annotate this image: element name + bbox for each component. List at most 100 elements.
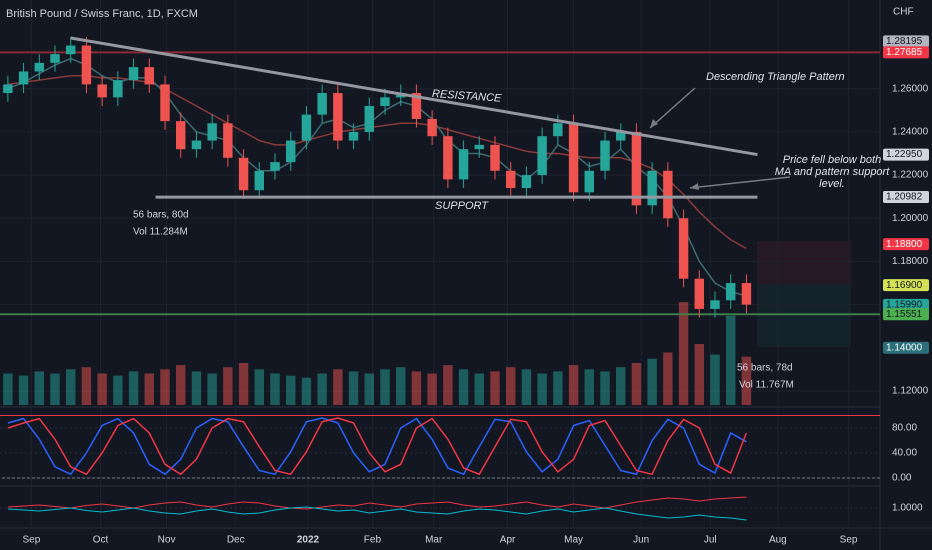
x-tick-label: Jun (633, 535, 649, 546)
candle-body (506, 170, 516, 189)
x-tick-label: May (564, 535, 583, 546)
volume-bar (710, 354, 720, 405)
volume-bar (741, 356, 752, 405)
candle-body (113, 80, 123, 98)
volume-bar (568, 365, 579, 405)
volume-bar (50, 373, 60, 405)
price-label: 1.14000 (886, 342, 923, 353)
y-tick-label: 1.0000 (892, 503, 923, 514)
volume-bar (238, 363, 249, 405)
candle-body (631, 131, 642, 206)
annotation: Vol 11.284M (133, 227, 188, 238)
candle-body (521, 175, 532, 189)
trendline (70, 36, 758, 157)
volume-bar (333, 369, 343, 405)
annotation: 56 bars, 78d (737, 363, 793, 374)
volume-bar (113, 375, 123, 405)
volume-bar (160, 369, 170, 405)
trendline-label: RESISTANCE (432, 88, 503, 105)
price-label-bg (883, 191, 929, 204)
volume-bar (128, 371, 139, 405)
volume-bar (380, 369, 390, 405)
y-tick-label: 1.12000 (892, 386, 929, 397)
candle-body (694, 278, 704, 309)
candle-body (128, 67, 139, 81)
candle-body (223, 123, 233, 158)
x-tick-label: Apr (500, 535, 516, 546)
candle-body (176, 121, 186, 150)
volume-bar (191, 371, 202, 405)
candle-body (207, 123, 217, 141)
price-label: 1.18800 (886, 239, 923, 250)
y-tick-label: 1.18000 (892, 256, 929, 267)
axis: Sep Oct Nov Dec 2022 Feb Mar Apr May Jun Jul Aug Sep… (23, 35, 929, 546)
volume-bar (254, 369, 264, 405)
candle-body (301, 114, 312, 141)
candle-body (553, 123, 563, 137)
volume-bar (144, 373, 154, 405)
volume-bar (411, 371, 422, 405)
price-label-bg (883, 238, 929, 251)
candle-body (600, 140, 610, 171)
candle-body (616, 131, 626, 141)
candle-body (34, 62, 44, 72)
candle-body (191, 140, 202, 150)
x-tick-label: Jul (704, 535, 717, 546)
volume-bar (490, 371, 500, 405)
volume-bar (396, 367, 406, 405)
candle-body (710, 300, 720, 309)
candle-body (348, 131, 359, 141)
candle-body (238, 157, 249, 191)
volume-bar (317, 373, 327, 405)
x-tick-label: Sep (840, 535, 858, 546)
candle-body (254, 170, 264, 191)
x-tick-label: 2022 (297, 535, 320, 546)
x-tick-label: Nov (158, 535, 176, 546)
volume-bar (443, 365, 453, 405)
candle-body (364, 105, 374, 132)
y-tick-label: 1.20000 (892, 213, 929, 224)
candle-body (66, 45, 76, 55)
volume-bar (286, 375, 296, 405)
loss-zone (757, 241, 851, 284)
volume-bar (34, 371, 44, 405)
candle-body (647, 170, 657, 206)
candle-body (584, 170, 594, 193)
currency: CHF (893, 7, 914, 18)
candle-body (537, 136, 547, 176)
volume-bar (726, 315, 736, 405)
price-label-bg (883, 308, 929, 321)
price-label: 1.15990 (886, 299, 923, 310)
y-tick-label: 1.24000 (892, 127, 929, 138)
annotation: 56 bars, 80d (133, 210, 189, 221)
arrow-head (690, 183, 699, 190)
candle-body (286, 140, 296, 163)
ratio-line (7, 496, 747, 510)
volume-bar (537, 373, 547, 405)
candle-body (726, 283, 736, 301)
candle-body (97, 84, 107, 98)
x-tick-label: Dec (227, 535, 245, 546)
volume-bar (694, 344, 704, 405)
volume-bar (176, 365, 186, 405)
candle-body (81, 45, 92, 85)
candle-body (474, 144, 484, 150)
candle-body (160, 84, 170, 122)
candle-body (333, 93, 343, 141)
y-tick-label: 80.00 (892, 423, 917, 434)
price-label: 1.15551 (886, 309, 923, 320)
x-tick-label: Oct (93, 535, 109, 546)
profit-zone (757, 284, 851, 347)
price-label-bg (883, 148, 929, 161)
x-tick-label: Feb (364, 535, 382, 546)
volume-bar (18, 375, 29, 405)
volume-bar (66, 369, 76, 405)
candle-body (427, 118, 437, 137)
annotation: level. (819, 178, 845, 190)
volume-bar (600, 371, 610, 405)
stochastic-line (7, 417, 747, 476)
ratio-line (7, 506, 747, 521)
candle-body (380, 97, 390, 106)
